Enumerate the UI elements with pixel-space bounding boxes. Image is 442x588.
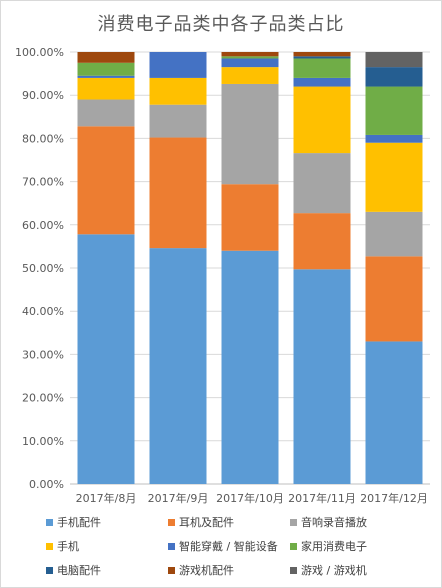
bar-segment-4-1 <box>77 77 135 100</box>
y-tick-label: 30.00% <box>22 348 64 361</box>
chart-title: 消费电子品类中各子品类占比 <box>97 14 345 35</box>
y-tick-label: 60.00% <box>22 219 64 232</box>
bar-segment-3-5 <box>365 211 423 257</box>
bar-segment-9-5 <box>365 52 423 68</box>
y-tick-label: 50.00% <box>22 262 64 275</box>
x-tick-label: 2017年/11月 <box>288 491 356 505</box>
bar-segment-6-1 <box>77 62 135 76</box>
y-tick-label: 0.00% <box>29 478 64 491</box>
bar-segment-8-4 <box>293 52 351 57</box>
x-tick-label: 2017年/8月 <box>76 491 137 505</box>
y-tick-label: 70.00% <box>22 176 64 189</box>
bar-segment-6-4 <box>293 58 351 78</box>
bar-segment-2-5 <box>365 256 423 342</box>
bar-segment-4-3 <box>221 67 279 84</box>
bar-segment-1-4 <box>293 269 351 484</box>
bar-segment-4-4 <box>293 86 351 154</box>
x-tick-label: 2017年/10月 <box>216 491 284 505</box>
bar-segment-7-4 <box>293 56 351 59</box>
bar-segment-1-5 <box>365 341 423 484</box>
bar-segment-6-3 <box>221 56 279 59</box>
bar-segment-2-2 <box>149 137 207 249</box>
y-tick-label: 80.00% <box>22 132 64 145</box>
bar-segment-2-4 <box>293 213 351 270</box>
bar-segment-3-2 <box>149 104 207 138</box>
bar-segment-7-5 <box>365 67 423 87</box>
bar-segment-1-3 <box>221 250 279 484</box>
bar-segment-6-5 <box>365 86 423 135</box>
x-tick-label: 2017年/12月 <box>360 491 428 505</box>
bar-segment-3-3 <box>221 83 279 185</box>
bar-segment-8-1 <box>77 52 135 63</box>
bar-segment-5-4 <box>293 77 351 87</box>
bar-segment-8-3 <box>221 52 279 57</box>
bar-segment-2-3 <box>221 184 279 251</box>
bar-segment-3-1 <box>77 99 135 127</box>
y-tick-label: 40.00% <box>22 305 64 318</box>
bar-segment-1-1 <box>77 234 135 484</box>
bar-segment-1-2 <box>149 248 207 484</box>
bar-segment-4-5 <box>365 142 423 212</box>
bar-segment-4-2 <box>149 77 207 105</box>
bar-segment-3-4 <box>293 153 351 214</box>
bar-segment-5-2 <box>149 52 207 78</box>
bar-segment-5-5 <box>365 134 423 143</box>
y-tick-label: 100.00% <box>15 46 64 59</box>
y-tick-label: 10.00% <box>22 435 64 448</box>
bar-segment-5-1 <box>77 75 135 78</box>
y-tick-label: 20.00% <box>22 392 64 405</box>
bar-segment-5-3 <box>221 58 279 68</box>
y-tick-label: 90.00% <box>22 89 64 102</box>
bar-segment-2-1 <box>77 126 135 235</box>
x-tick-label: 2017年/9月 <box>148 491 209 505</box>
